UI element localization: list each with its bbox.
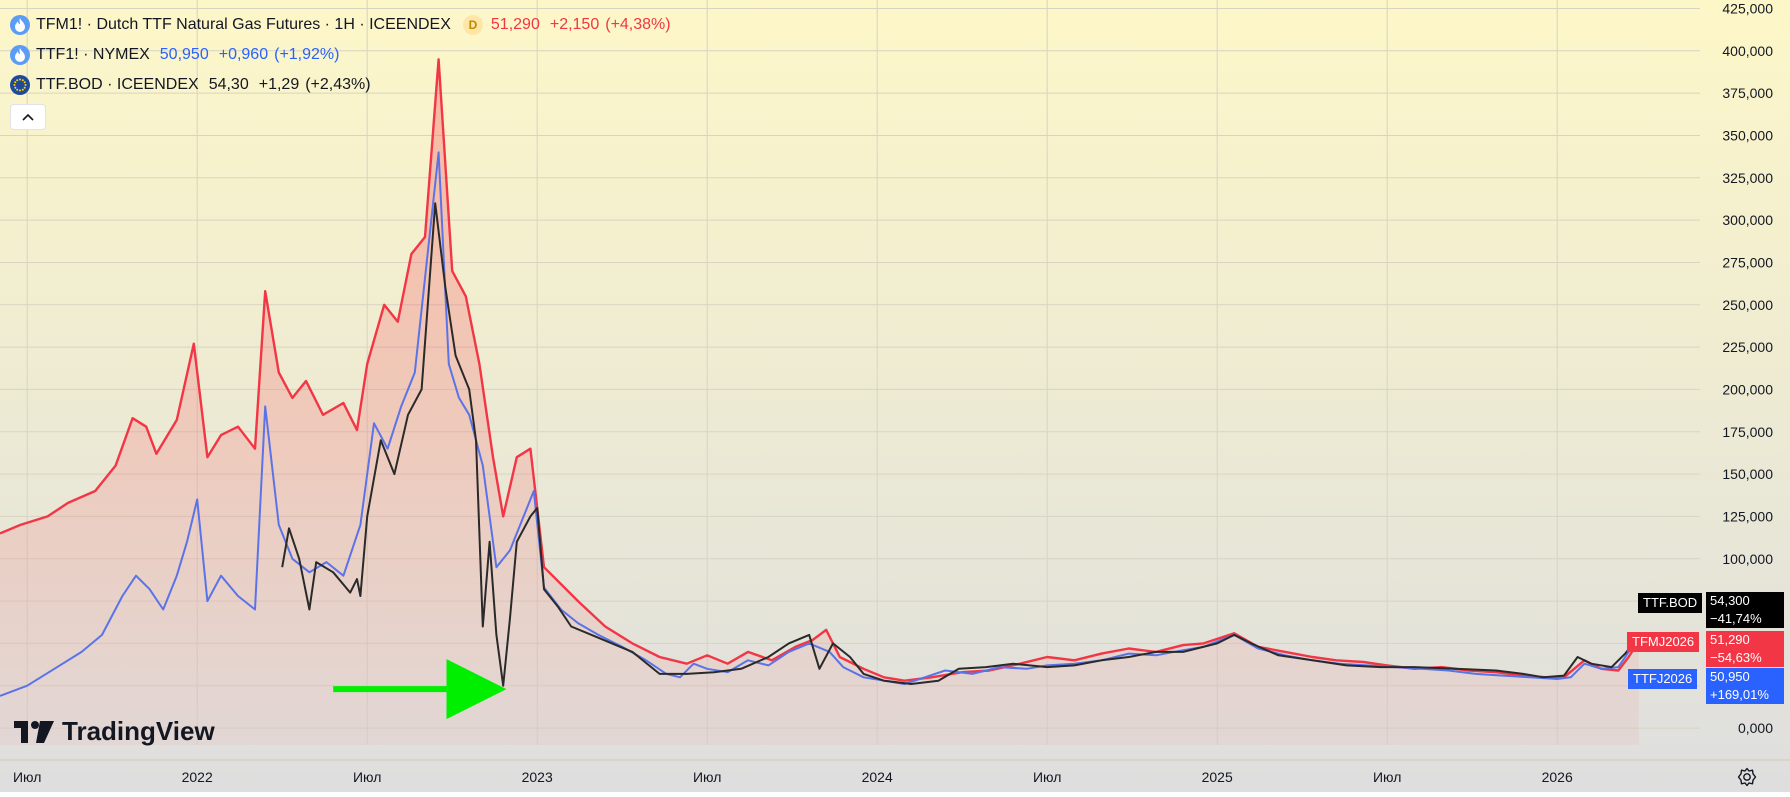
y-tick-label: 350,000 <box>1722 127 1773 143</box>
x-tick-label: 2025 <box>1202 769 1233 785</box>
tag-label-tfm: TFMJ2026 <box>1627 632 1700 652</box>
chevron-up-icon <box>22 113 34 121</box>
legend-symbol-tfm: TFM1! · Dutch TTF Natural Gas Futures · … <box>36 16 451 33</box>
legend-last-tfm: 51,290 <box>490 16 540 33</box>
series-tfm-line[interactable] <box>0 58 1640 682</box>
legend-change-ttf: +0,960 <box>218 46 269 63</box>
x-tick-label: Июл <box>353 769 381 785</box>
legend-symbol-ttf: TTF1! · NYMEX <box>36 46 150 63</box>
tradingview-logo-icon <box>14 720 54 743</box>
legend-row-tfm[interactable]: TFM1! · Dutch TTF Natural Gas Futures · … <box>10 10 671 40</box>
legend-row-bod[interactable]: TTF.BOD · ICEENDEX 54,30 +1,29 (+2,43%) <box>10 70 671 100</box>
tag-value-ttf: 50,950 <box>1710 669 1750 684</box>
y-tick-label: 275,000 <box>1722 254 1773 270</box>
y-tick-label: 200,000 <box>1722 381 1773 397</box>
legend-last-bod: 54,30 <box>208 76 249 93</box>
tag-value-bod: 54,300 <box>1710 593 1750 608</box>
tag-label-bod: TTF.BOD <box>1638 593 1703 613</box>
tag-price-bod: 54,300 −41,74% <box>1706 592 1784 628</box>
series-tfm-area <box>0 59 1639 746</box>
x-tick-label: Июл <box>1033 769 1061 785</box>
tag-price-ttf: 50,950 +169,01% <box>1706 668 1784 704</box>
x-tick-label: 2024 <box>862 769 893 785</box>
tag-pct-ttf: +169,01% <box>1710 687 1769 702</box>
y-tick-label: 325,000 <box>1722 170 1773 186</box>
legend-symbol-bod: TTF.BOD · ICEENDEX <box>36 76 199 93</box>
y-tick-label: 175,000 <box>1722 424 1773 440</box>
eu-flag-icon <box>10 75 30 95</box>
tradingview-logo[interactable]: TradingView <box>14 716 215 747</box>
y-tick-label: 425,000 <box>1722 0 1773 16</box>
x-tick-label: 2026 <box>1542 769 1573 785</box>
tag-price-tfm: 51,290 −54,63% <box>1706 631 1784 667</box>
y-tick-label: 300,000 <box>1722 212 1773 228</box>
legend-change-tfm: +2,150 <box>549 16 600 33</box>
y-tick-label: 125,000 <box>1722 508 1773 524</box>
legend-change-pct-tfm: (+4,38%) <box>605 16 671 33</box>
x-tick-label: 2022 <box>182 769 213 785</box>
tag-pct-tfm: −54,63% <box>1710 650 1762 665</box>
settings-gear-icon[interactable] <box>1736 766 1758 788</box>
y-tick-label: 100,000 <box>1722 551 1773 567</box>
legend-row-ttf[interactable]: TTF1! · NYMEX 50,950 +0,960 (+1,92%) <box>10 40 671 70</box>
x-tick-label: Июл <box>13 769 41 785</box>
brand-text: TradingView <box>62 716 215 746</box>
collapse-legend-button[interactable] <box>10 104 46 130</box>
legend-change-bod: +1,29 <box>258 76 300 93</box>
y-tick-label: 150,000 <box>1722 466 1773 482</box>
y-tick-label: 0,000 <box>1738 720 1773 736</box>
series-bod-line[interactable] <box>281 202 1640 687</box>
flame-icon <box>10 15 30 35</box>
delayed-badge: D <box>462 15 483 35</box>
legend-change-pct-bod: (+2,43%) <box>305 76 371 93</box>
flame-icon <box>10 45 30 65</box>
x-tick-label: Июл <box>1373 769 1401 785</box>
y-tick-label: 225,000 <box>1722 339 1773 355</box>
tag-label-ttf: TTFJ2026 <box>1628 669 1698 689</box>
y-tick-label: 375,000 <box>1722 85 1773 101</box>
tag-value-tfm: 51,290 <box>1710 632 1750 647</box>
legend-change-pct-ttf: (+1,92%) <box>274 46 340 63</box>
tag-pct-bod: −41,74% <box>1710 611 1762 626</box>
x-tick-label: 2023 <box>522 769 553 785</box>
legend-last-ttf: 50,950 <box>159 46 209 63</box>
y-tick-label: 250,000 <box>1722 297 1773 313</box>
legend: TFM1! · Dutch TTF Natural Gas Futures · … <box>10 10 671 130</box>
y-tick-label: 400,000 <box>1722 43 1773 59</box>
x-tick-label: Июл <box>693 769 721 785</box>
